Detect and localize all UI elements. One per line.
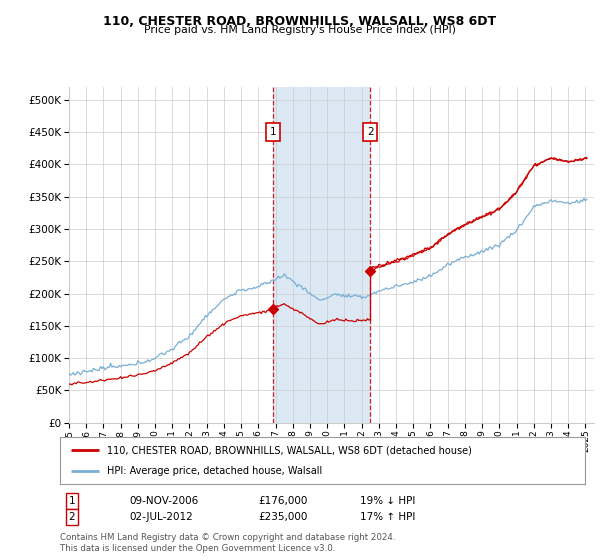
Text: 17% ↑ HPI: 17% ↑ HPI bbox=[360, 512, 415, 522]
Text: 110, CHESTER ROAD, BROWNHILLS, WALSALL, WS8 6DT: 110, CHESTER ROAD, BROWNHILLS, WALSALL, … bbox=[103, 15, 497, 27]
Text: 02-JUL-2012: 02-JUL-2012 bbox=[129, 512, 193, 522]
Text: Price paid vs. HM Land Registry's House Price Index (HPI): Price paid vs. HM Land Registry's House … bbox=[144, 25, 456, 35]
Text: 19% ↓ HPI: 19% ↓ HPI bbox=[360, 496, 415, 506]
Text: HPI: Average price, detached house, Walsall: HPI: Average price, detached house, Wals… bbox=[107, 466, 323, 476]
Text: £176,000: £176,000 bbox=[258, 496, 307, 506]
Text: 110, CHESTER ROAD, BROWNHILLS, WALSALL, WS8 6DT (detached house): 110, CHESTER ROAD, BROWNHILLS, WALSALL, … bbox=[107, 445, 472, 455]
Text: £235,000: £235,000 bbox=[258, 512, 307, 522]
Text: 2: 2 bbox=[367, 127, 374, 137]
Bar bbox=[272, 87, 370, 423]
Text: Contains HM Land Registry data © Crown copyright and database right 2024.
This d: Contains HM Land Registry data © Crown c… bbox=[60, 533, 395, 553]
Text: 09-NOV-2006: 09-NOV-2006 bbox=[129, 496, 198, 506]
Text: 1: 1 bbox=[68, 496, 76, 506]
Text: 1: 1 bbox=[269, 127, 276, 137]
Text: 2: 2 bbox=[68, 512, 76, 522]
